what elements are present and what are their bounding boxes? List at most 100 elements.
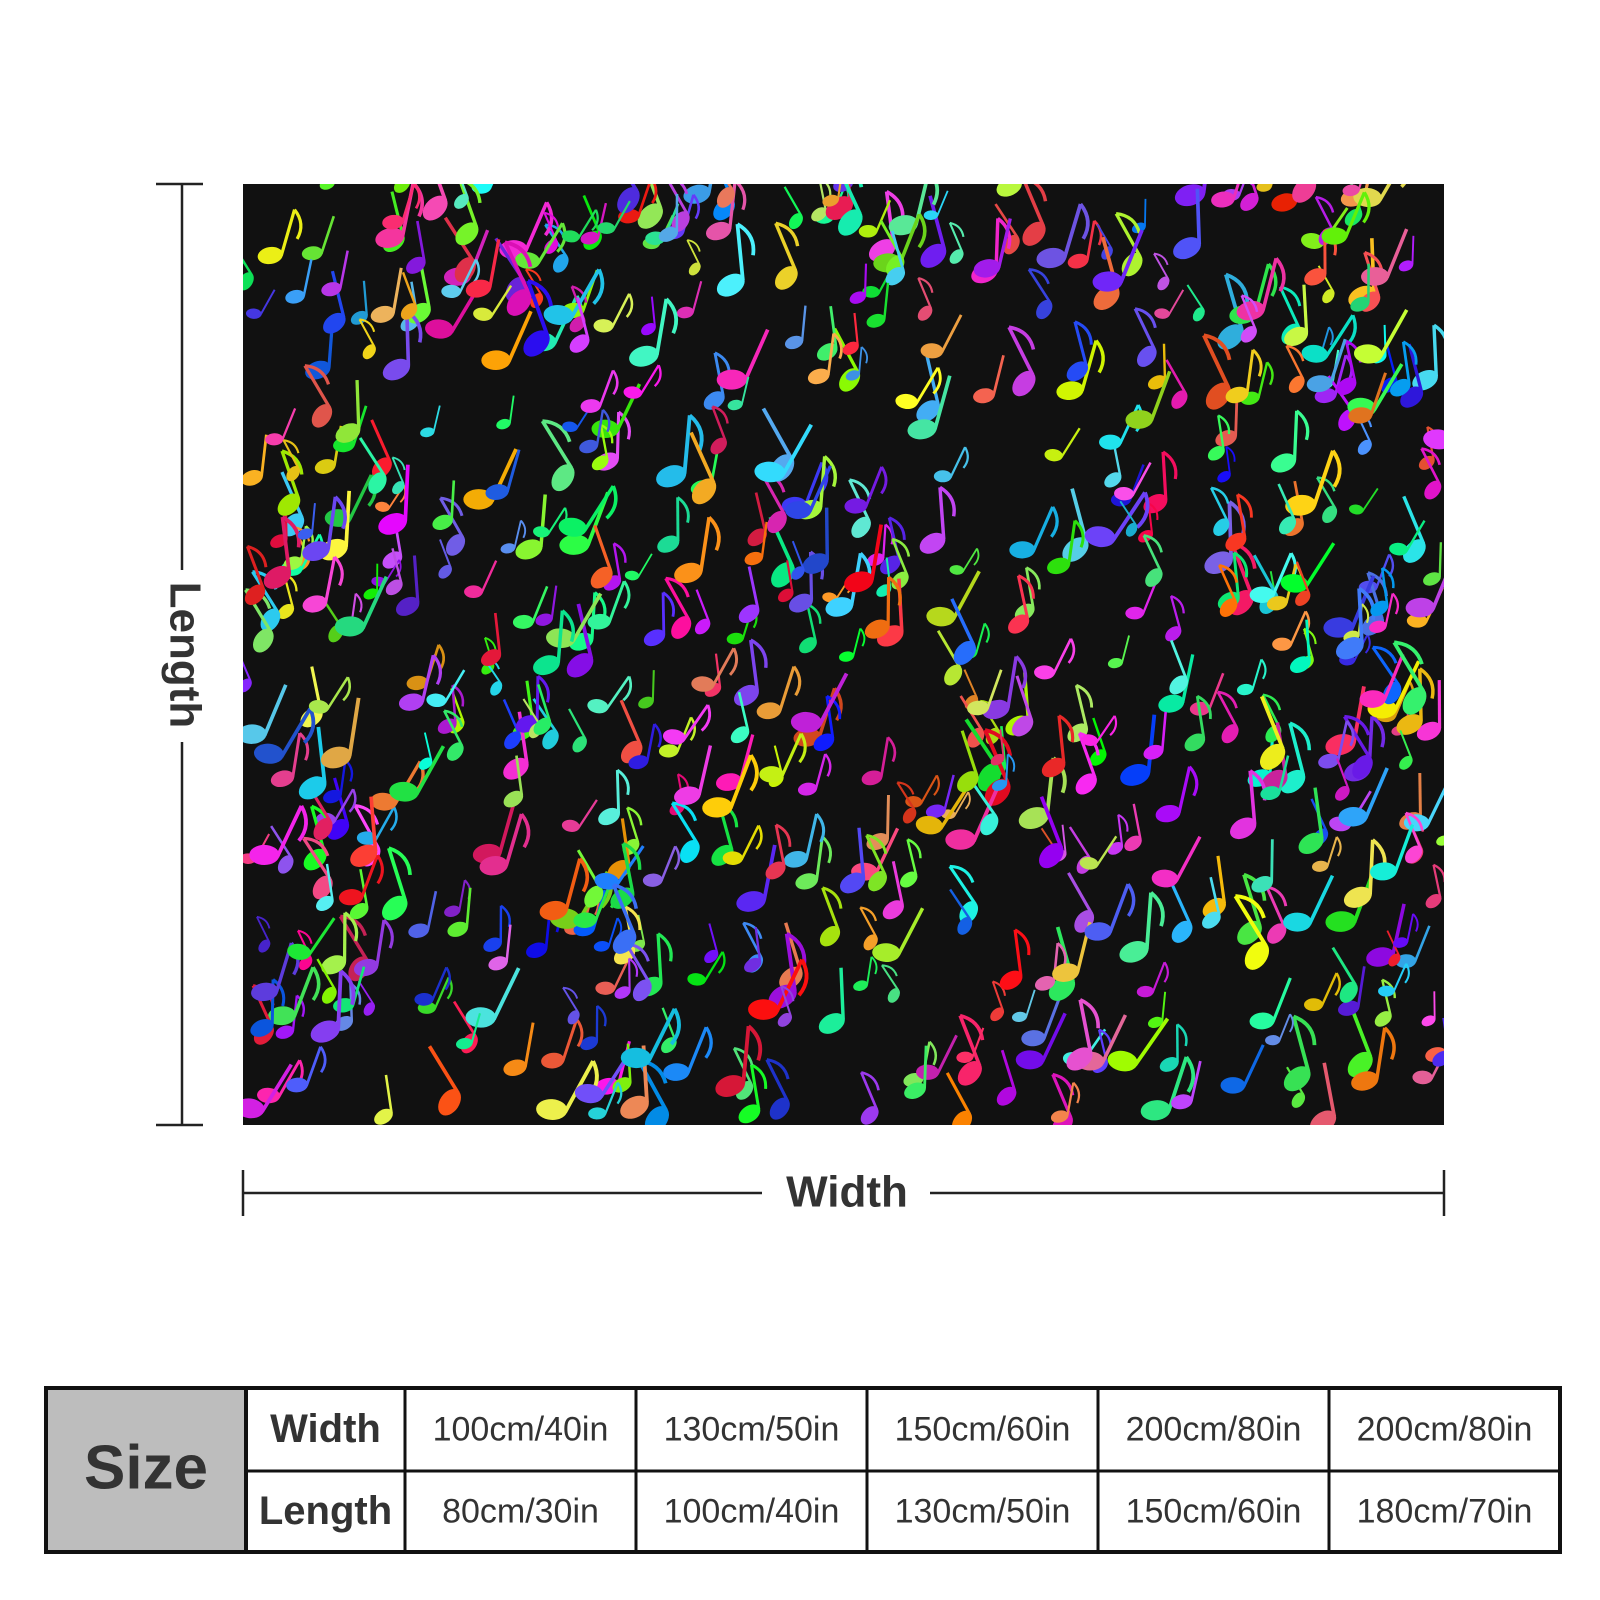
note-head: [738, 1104, 761, 1124]
music-note: [1395, 925, 1431, 969]
note-head: [845, 370, 860, 381]
note-stem: [311, 503, 316, 533]
note-flag: [1176, 1023, 1188, 1047]
note-head: [566, 653, 594, 678]
note-head: [1312, 860, 1329, 872]
note-head: [980, 813, 999, 836]
music-note: [1323, 575, 1376, 638]
note-head: [818, 1013, 845, 1034]
music-note: [842, 312, 859, 356]
note-stem: [279, 707, 312, 758]
note-flag: [1148, 502, 1159, 521]
note-head: [1249, 1012, 1275, 1030]
note-head: [1220, 1077, 1246, 1094]
note-stem: [670, 802, 699, 845]
note-head: [1335, 786, 1350, 801]
note-head: [286, 465, 301, 482]
note-stem: [928, 195, 947, 250]
note-flag: [859, 627, 866, 647]
note-flag: [1372, 645, 1398, 664]
note-stem: [682, 704, 710, 741]
music-note: [535, 585, 558, 626]
music-note: [999, 928, 1031, 990]
note-head: [624, 570, 640, 581]
note-flag: [700, 704, 712, 732]
note-flag: [1075, 683, 1094, 708]
note-stem: [1443, 1013, 1444, 1054]
music-note: [1301, 314, 1357, 363]
note-head: [593, 940, 610, 952]
note-head: [432, 514, 453, 531]
note-stem: [259, 289, 276, 316]
note-stem: [513, 520, 522, 549]
note-flag: [1266, 361, 1274, 386]
width-dimension: [241, 1170, 1446, 1216]
note-head: [858, 225, 878, 238]
note-flag: [354, 803, 380, 825]
note-head: [973, 388, 995, 404]
music-note: [1007, 325, 1036, 397]
music-note: [759, 732, 807, 783]
note-head: [479, 856, 509, 876]
note-head: [506, 289, 532, 316]
music-note: [844, 466, 888, 514]
note-stem: [1361, 487, 1379, 512]
note-head: [956, 1051, 974, 1064]
music-note: [1240, 294, 1259, 343]
note-head: [905, 796, 923, 808]
music-note: [485, 449, 521, 501]
note-head: [382, 895, 408, 921]
note-stem: [1067, 520, 1077, 565]
note-flag: [1334, 972, 1341, 996]
music-note: [1216, 690, 1239, 744]
note-stem: [523, 1022, 535, 1067]
note-head: [1292, 184, 1317, 203]
music-note: [319, 184, 335, 190]
note-head: [580, 231, 600, 245]
note-flag: [959, 1013, 985, 1041]
music-note: [790, 672, 849, 733]
music-note: [1008, 574, 1035, 634]
note-stem: [896, 781, 916, 811]
note-stem: [1005, 754, 1009, 784]
note-head: [1034, 976, 1055, 991]
note-flag: [821, 835, 832, 864]
music-note: [1125, 580, 1158, 620]
note-stem: [282, 439, 300, 469]
music-note: [350, 796, 378, 867]
note-stem: [1384, 593, 1394, 627]
note-head: [811, 207, 827, 222]
note-head: [1169, 675, 1189, 695]
note-stem: [1237, 184, 1253, 196]
note-flag: [1358, 586, 1376, 621]
note-flag: [1233, 551, 1249, 578]
note-stem: [1402, 495, 1426, 545]
note-stem: [1451, 393, 1478, 442]
note-flag: [657, 932, 673, 962]
note-stem: [375, 919, 386, 967]
note-flag: [617, 410, 631, 440]
note-flag: [1286, 344, 1305, 362]
note-stem: [761, 407, 793, 460]
note-head: [620, 1095, 649, 1119]
note-stem: [728, 184, 737, 230]
note-head: [957, 1061, 982, 1086]
note-stem: [458, 879, 466, 911]
note-stem: [457, 184, 479, 228]
note-flag: [392, 456, 406, 471]
music-note: [1369, 592, 1400, 633]
music-note: [1318, 720, 1355, 769]
note-stem: [465, 887, 472, 928]
note-stem: [576, 297, 590, 339]
note-flag: [616, 768, 630, 796]
note-stem: [786, 560, 794, 593]
note-flag: [826, 694, 842, 720]
note-stem: [281, 407, 297, 441]
music-note: [243, 242, 254, 291]
note-head: [1236, 683, 1254, 696]
note-head: [1421, 1015, 1436, 1027]
music-note: [316, 863, 334, 912]
note-stem: [938, 487, 946, 540]
size-value: 180cm/70in: [1357, 1492, 1533, 1530]
